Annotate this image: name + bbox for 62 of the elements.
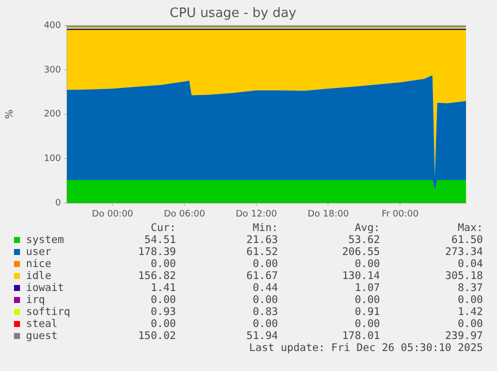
text: 54.51 [144,234,176,246]
text: 156.82 [138,270,176,282]
text: 0.04 [458,258,483,270]
text: 206.55 [342,246,380,258]
y-tick-label: 400 [44,20,62,31]
text: 0.44 [252,282,278,294]
text: 178.01 [342,330,380,342]
text: 61.67 [246,270,278,282]
text: 0.00 [252,294,278,306]
x-tick-label: Do 00:00 [92,210,134,220]
text: 53.62 [348,234,380,246]
text: 0.00 [252,318,278,330]
legend-label: system [26,234,64,246]
text: 178.39 [138,246,176,258]
text: 0.83 [252,306,278,318]
text: 1.07 [354,282,380,294]
text: 239.97 [445,330,483,342]
legend-label: guest [26,330,58,342]
text: 0.00 [150,294,176,306]
text: 305.18 [445,270,483,282]
text: 0.93 [150,306,176,318]
text: 8.37 [458,282,483,294]
text: 150.02 [138,330,176,342]
text: 21.63 [246,234,278,246]
text: 273.34 [445,246,483,258]
legend-label: steal [26,318,58,330]
x-tick-label: Do 18:00 [308,210,350,220]
text: 0.00 [150,318,176,330]
y-tick-label: 200 [44,110,62,120]
legend-label: nice [26,258,52,270]
text: Min: [252,222,278,234]
x-tick-label: Do 12:00 [236,210,278,220]
text: 61.52 [246,246,278,258]
text: 0.00 [150,258,176,270]
legend-label: iowait [26,282,64,294]
text: 1.42 [458,306,483,318]
text: 0.00 [354,318,380,330]
text: Last update: Fri Dec 26 05:30:10 2025 [249,342,483,354]
chart-title: CPU usage - by day [170,6,297,22]
text: 61.50 [451,234,483,246]
text: 0.91 [354,306,380,318]
text: 51.94 [246,330,278,342]
y-axis-title: % [4,110,16,120]
text: 0.00 [252,258,278,270]
y-tick-label: 0 [55,198,62,208]
text: 0.00 [354,294,380,306]
text: 1.41 [150,282,176,294]
text: Avg: [354,222,380,234]
x-tick-label: Do 06:00 [164,210,206,220]
text: 0.00 [354,258,380,270]
x-tick-label: Fr 00:00 [382,210,419,220]
text: 0.00 [458,318,483,330]
y-tick-label: 100 [44,154,62,164]
legend-label: softirq [26,306,70,318]
legend-label: irq [26,294,45,306]
text: Max: [458,222,483,234]
y-tick-label: 300 [44,65,62,76]
text: 130.14 [342,270,380,282]
text: 0.00 [458,294,483,306]
legend-label: user [26,246,52,258]
text: Cur: [150,222,176,234]
legend-label: idle [26,270,52,282]
